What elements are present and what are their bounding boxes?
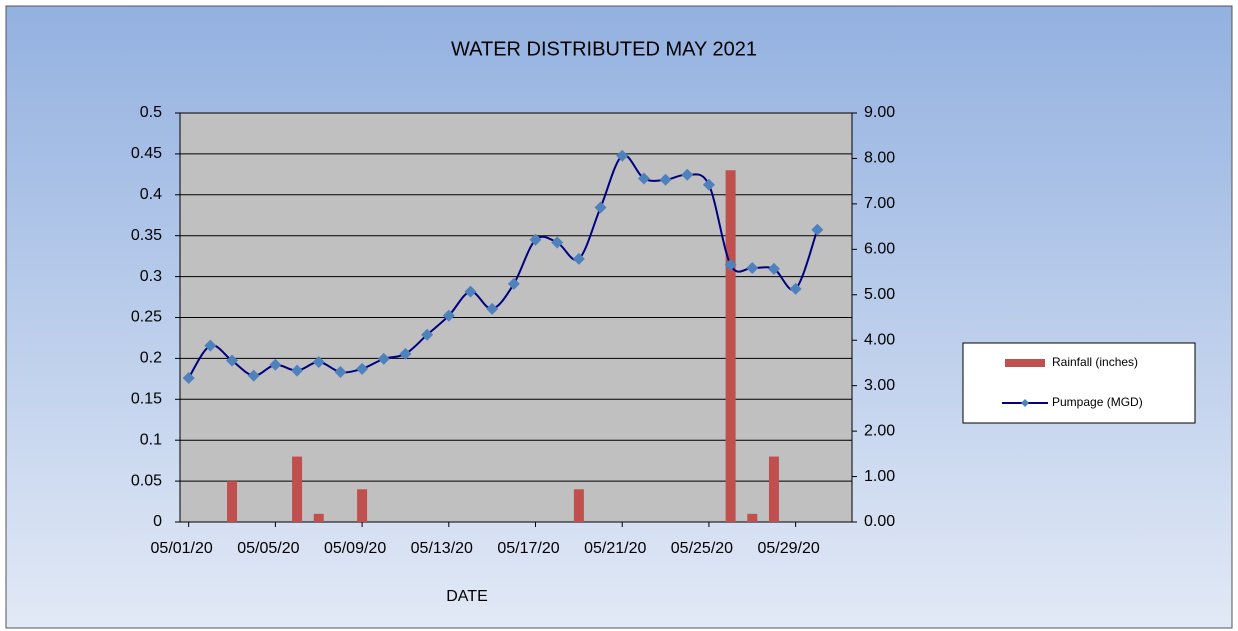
marker — [746, 261, 759, 274]
y2-tick-label: 4.00 — [864, 331, 895, 348]
marker — [312, 356, 325, 369]
y-tick-label: 0.15 — [131, 391, 162, 408]
marker — [594, 201, 607, 214]
legend-marker — [1021, 399, 1029, 407]
y-tick-label: 0.2 — [140, 350, 162, 367]
marker — [637, 172, 650, 185]
marker — [507, 277, 520, 290]
x-tick-label: 05/01/20 — [151, 540, 213, 557]
x-tick-label: 05/13/20 — [411, 540, 473, 557]
marker — [291, 364, 304, 377]
bar — [357, 489, 368, 522]
marker — [464, 285, 477, 298]
marker — [767, 262, 780, 275]
y-tick-label: 0.25 — [131, 309, 162, 326]
bar — [768, 456, 779, 522]
marker — [226, 354, 239, 367]
x-tick-label: 05/05/20 — [237, 540, 299, 557]
y-tick-label: 0.35 — [131, 227, 162, 244]
marker — [572, 252, 585, 265]
marker — [182, 371, 195, 384]
marker — [269, 358, 282, 371]
y-tick-label: 0 — [153, 513, 162, 530]
y2-tick-label: 3.00 — [864, 377, 895, 394]
x-tick-label: 05/17/20 — [497, 540, 559, 557]
legend-label: Rainfall (inches) — [1052, 355, 1138, 369]
marker — [399, 347, 412, 360]
y-tick-label: 0.1 — [140, 431, 162, 448]
marker — [421, 328, 434, 341]
marker — [724, 258, 737, 271]
legend-swatch — [1005, 359, 1045, 367]
y-tick-label: 0.3 — [140, 268, 162, 285]
bar — [725, 170, 736, 522]
bar — [227, 481, 238, 522]
legend-label: Pumpage (MGD) — [1052, 395, 1143, 409]
y2-tick-label: 0.00 — [864, 513, 895, 530]
chart-title: WATER DISTRIBUTED MAY 2021 — [451, 38, 757, 60]
y2-tick-label: 5.00 — [864, 286, 895, 303]
bar — [747, 513, 758, 522]
marker — [702, 178, 715, 191]
marker — [681, 168, 694, 181]
bar — [313, 513, 324, 522]
y2-tick-label: 7.00 — [864, 195, 895, 212]
y2-tick-label: 9.00 — [864, 104, 895, 121]
y-tick-label: 0.05 — [131, 472, 162, 489]
y-tick-label: 0.4 — [140, 186, 162, 203]
bar — [573, 489, 584, 522]
x-axis-title: DATE — [446, 588, 487, 605]
legend — [962, 342, 1196, 424]
marker — [247, 369, 260, 382]
y-tick-label: 0.45 — [131, 145, 162, 162]
x-tick-label: 05/09/20 — [324, 540, 386, 557]
x-tick-label: 05/25/20 — [671, 540, 733, 557]
marker — [811, 223, 824, 236]
marker — [356, 362, 369, 375]
bar — [292, 456, 303, 522]
x-tick-label: 05/29/20 — [757, 540, 819, 557]
marker — [486, 302, 499, 315]
x-tick-label: 05/21/20 — [584, 540, 646, 557]
marker — [789, 282, 802, 295]
marker — [334, 366, 347, 379]
marker — [204, 339, 217, 352]
marker — [442, 309, 455, 322]
marker — [616, 149, 629, 162]
marker — [659, 173, 672, 186]
y2-tick-label: 1.00 — [864, 468, 895, 485]
y-tick-label: 0.5 — [140, 104, 162, 121]
marker — [377, 352, 390, 365]
y2-tick-label: 6.00 — [864, 241, 895, 258]
marker — [551, 236, 564, 249]
marker — [529, 233, 542, 246]
y2-tick-label: 2.00 — [864, 422, 895, 439]
y2-tick-label: 8.00 — [864, 150, 895, 167]
